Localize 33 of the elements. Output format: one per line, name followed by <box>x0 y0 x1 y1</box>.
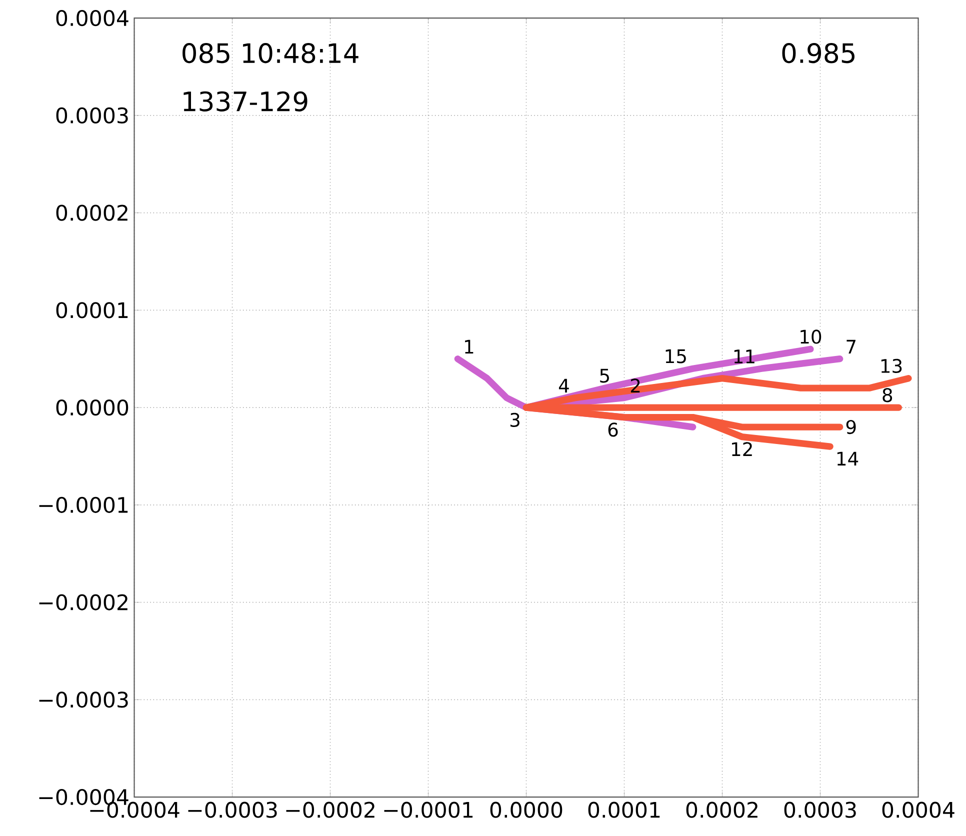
y-tick-label: −0.0003 <box>39 692 128 708</box>
annotation: 8 <box>882 388 892 402</box>
annotation: 12 <box>732 442 752 456</box>
y-tick-label: −0.0002 <box>39 594 128 610</box>
x-tick-label: 0.0004 <box>882 802 954 818</box>
annotation: 6 <box>608 422 618 437</box>
annotation: 13 <box>881 358 902 374</box>
x-tick-label: −0.0002 <box>286 802 374 818</box>
x-tick-label: 0.0000 <box>490 802 562 818</box>
annotation: 3 <box>510 412 520 428</box>
x-tick-label: 0.0001 <box>588 802 660 818</box>
x-tick-label: 0.0003 <box>784 802 856 818</box>
annotation: 085 10:48:14 <box>182 43 358 64</box>
annotation: 4 <box>558 378 569 392</box>
annotation: 2 <box>630 378 640 392</box>
y-tick-label: 0.0000 <box>56 399 128 416</box>
annotation: 7 <box>846 340 856 354</box>
y-tick-label: 0.0003 <box>56 107 128 124</box>
y-tick-label: 0.0002 <box>56 204 128 221</box>
annotation: 9 <box>846 420 856 434</box>
annotation: 5 <box>600 368 609 383</box>
x-tick-label: 0.0002 <box>686 802 758 818</box>
annotation: 0.985 <box>782 43 854 64</box>
annotation: 1337-129 <box>184 91 308 112</box>
annotation: 15 <box>666 349 686 364</box>
annotation: 10 <box>800 330 822 344</box>
y-tick-label: 0.0004 <box>56 10 128 26</box>
y-tick-label: −0.0001 <box>39 496 128 513</box>
y-tick-label: 0.0001 <box>56 302 128 318</box>
x-tick-label: −0.0001 <box>384 802 473 818</box>
annotation: 1 <box>465 340 474 354</box>
annotation: 14 <box>837 452 858 466</box>
x-tick-label: −0.0003 <box>188 802 277 818</box>
